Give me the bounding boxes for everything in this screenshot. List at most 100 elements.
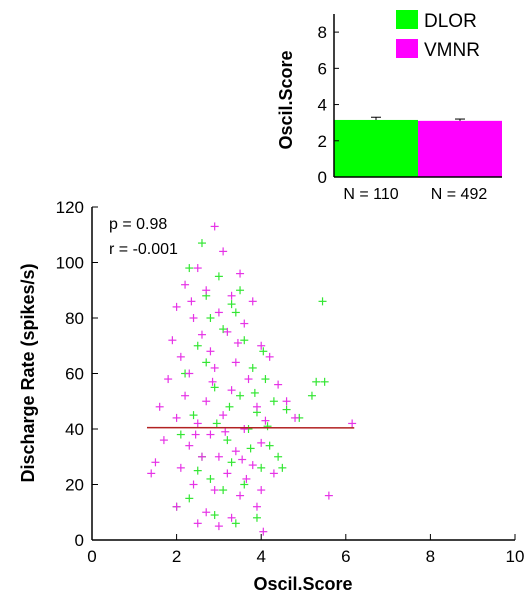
point-vmnr xyxy=(181,280,190,289)
scatter-points xyxy=(147,222,357,536)
point-vmnr xyxy=(176,352,185,361)
point-dlor xyxy=(223,436,232,445)
point-dlor xyxy=(219,325,228,334)
point-dlor xyxy=(210,511,219,520)
point-dlor xyxy=(246,444,255,453)
point-vmnr xyxy=(257,341,266,350)
point-dlor xyxy=(265,441,274,450)
bar-vmnr xyxy=(418,120,502,177)
point-vmnr xyxy=(259,527,268,536)
point-dlor xyxy=(274,452,283,461)
point-dlor xyxy=(231,308,240,317)
point-vmnr xyxy=(210,486,219,495)
point-vmnr xyxy=(214,308,223,317)
point-dlor xyxy=(318,297,327,306)
bar-y-tick-label: 2 xyxy=(318,132,327,151)
bar-y-tick-label: 6 xyxy=(318,59,327,78)
scatter-y-tick-label: 60 xyxy=(65,365,84,384)
point-dlor xyxy=(231,519,240,528)
point-dlor xyxy=(236,286,245,295)
point-dlor xyxy=(210,383,219,392)
point-vmnr xyxy=(193,419,202,428)
point-dlor xyxy=(227,300,236,309)
point-vmnr xyxy=(274,380,283,389)
point-dlor xyxy=(278,463,287,472)
point-vmnr xyxy=(168,336,177,345)
scatter-y-tick-label: 100 xyxy=(56,254,84,273)
point-vmnr xyxy=(227,513,236,522)
point-dlor xyxy=(227,458,236,467)
point-vmnr xyxy=(164,375,173,384)
point-vmnr xyxy=(202,397,211,406)
scatter-x-tick-label: 0 xyxy=(87,547,96,566)
point-vmnr xyxy=(244,375,253,384)
point-vmnr xyxy=(202,286,211,295)
point-vmnr xyxy=(240,319,249,328)
scatter-p-value: p = 0.98 xyxy=(109,216,167,233)
point-vmnr xyxy=(248,461,257,470)
point-vmnr xyxy=(269,469,278,478)
point-vmnr xyxy=(236,269,245,278)
point-vmnr xyxy=(185,441,194,450)
point-vmnr xyxy=(261,416,270,425)
point-dlor xyxy=(202,358,211,367)
bar-category-1: N = 110 xyxy=(343,186,398,203)
scatter-y-tick-label: 120 xyxy=(56,198,84,217)
point-dlor xyxy=(250,388,259,397)
point-vmnr xyxy=(219,247,228,256)
point-vmnr xyxy=(189,480,198,489)
point-vmnr xyxy=(202,508,211,517)
point-dlor xyxy=(263,422,272,431)
point-vmnr xyxy=(233,338,242,347)
point-dlor xyxy=(259,347,268,356)
bar-y-tick-label: 8 xyxy=(318,23,327,42)
point-vmnr xyxy=(210,363,219,372)
point-vmnr xyxy=(223,327,232,336)
point-vmnr xyxy=(155,402,164,411)
point-vmnr xyxy=(187,297,196,306)
point-vmnr xyxy=(265,352,274,361)
point-dlor xyxy=(248,363,257,372)
legend-swatch-vmnr xyxy=(396,39,418,58)
point-vmnr xyxy=(193,519,202,528)
point-dlor xyxy=(176,430,185,439)
scatter-y-tick-label: 20 xyxy=(65,476,84,495)
scatter-y-tick-label: 0 xyxy=(75,531,84,550)
point-dlor xyxy=(269,397,278,406)
point-dlor xyxy=(240,480,249,489)
point-dlor xyxy=(185,494,194,503)
scatter-x-tick-label: 4 xyxy=(256,547,265,566)
point-vmnr xyxy=(257,438,266,447)
scatter-r-value: r = -0.001 xyxy=(109,241,178,258)
point-vmnr xyxy=(193,264,202,273)
point-vmnr xyxy=(282,397,291,406)
scatter-y-tick-label: 80 xyxy=(65,309,84,328)
point-vmnr xyxy=(147,469,156,478)
main-scatter-plot: 0 2 4 6 8 10 0 20 40 60 80 100 120 p = 0.98 r = -0.… xyxy=(18,198,524,594)
point-dlor xyxy=(185,264,194,273)
bar-category-2: N = 492 xyxy=(431,186,488,203)
point-vmnr xyxy=(214,522,223,531)
bar-y-tick-label: 4 xyxy=(318,96,327,115)
point-vmnr xyxy=(221,427,230,436)
point-dlor xyxy=(252,513,261,522)
point-dlor xyxy=(206,474,215,483)
point-vmnr xyxy=(223,469,232,478)
point-dlor xyxy=(225,402,234,411)
point-dlor xyxy=(236,391,245,400)
point-vmnr xyxy=(324,491,333,500)
point-vmnr xyxy=(172,413,181,422)
scatter-x-label: Oscil.Score xyxy=(253,574,352,594)
point-vmnr xyxy=(236,491,245,500)
point-vmnr xyxy=(197,330,206,339)
point-vmnr xyxy=(185,369,194,378)
point-vmnr xyxy=(208,377,217,386)
point-vmnr xyxy=(197,452,206,461)
bar-legend: DLOR VMNR xyxy=(396,10,480,61)
point-dlor xyxy=(212,419,221,428)
point-vmnr xyxy=(257,486,266,495)
point-vmnr xyxy=(248,297,257,306)
scatter-y-tick-label: 40 xyxy=(65,420,84,439)
point-dlor xyxy=(282,405,291,414)
